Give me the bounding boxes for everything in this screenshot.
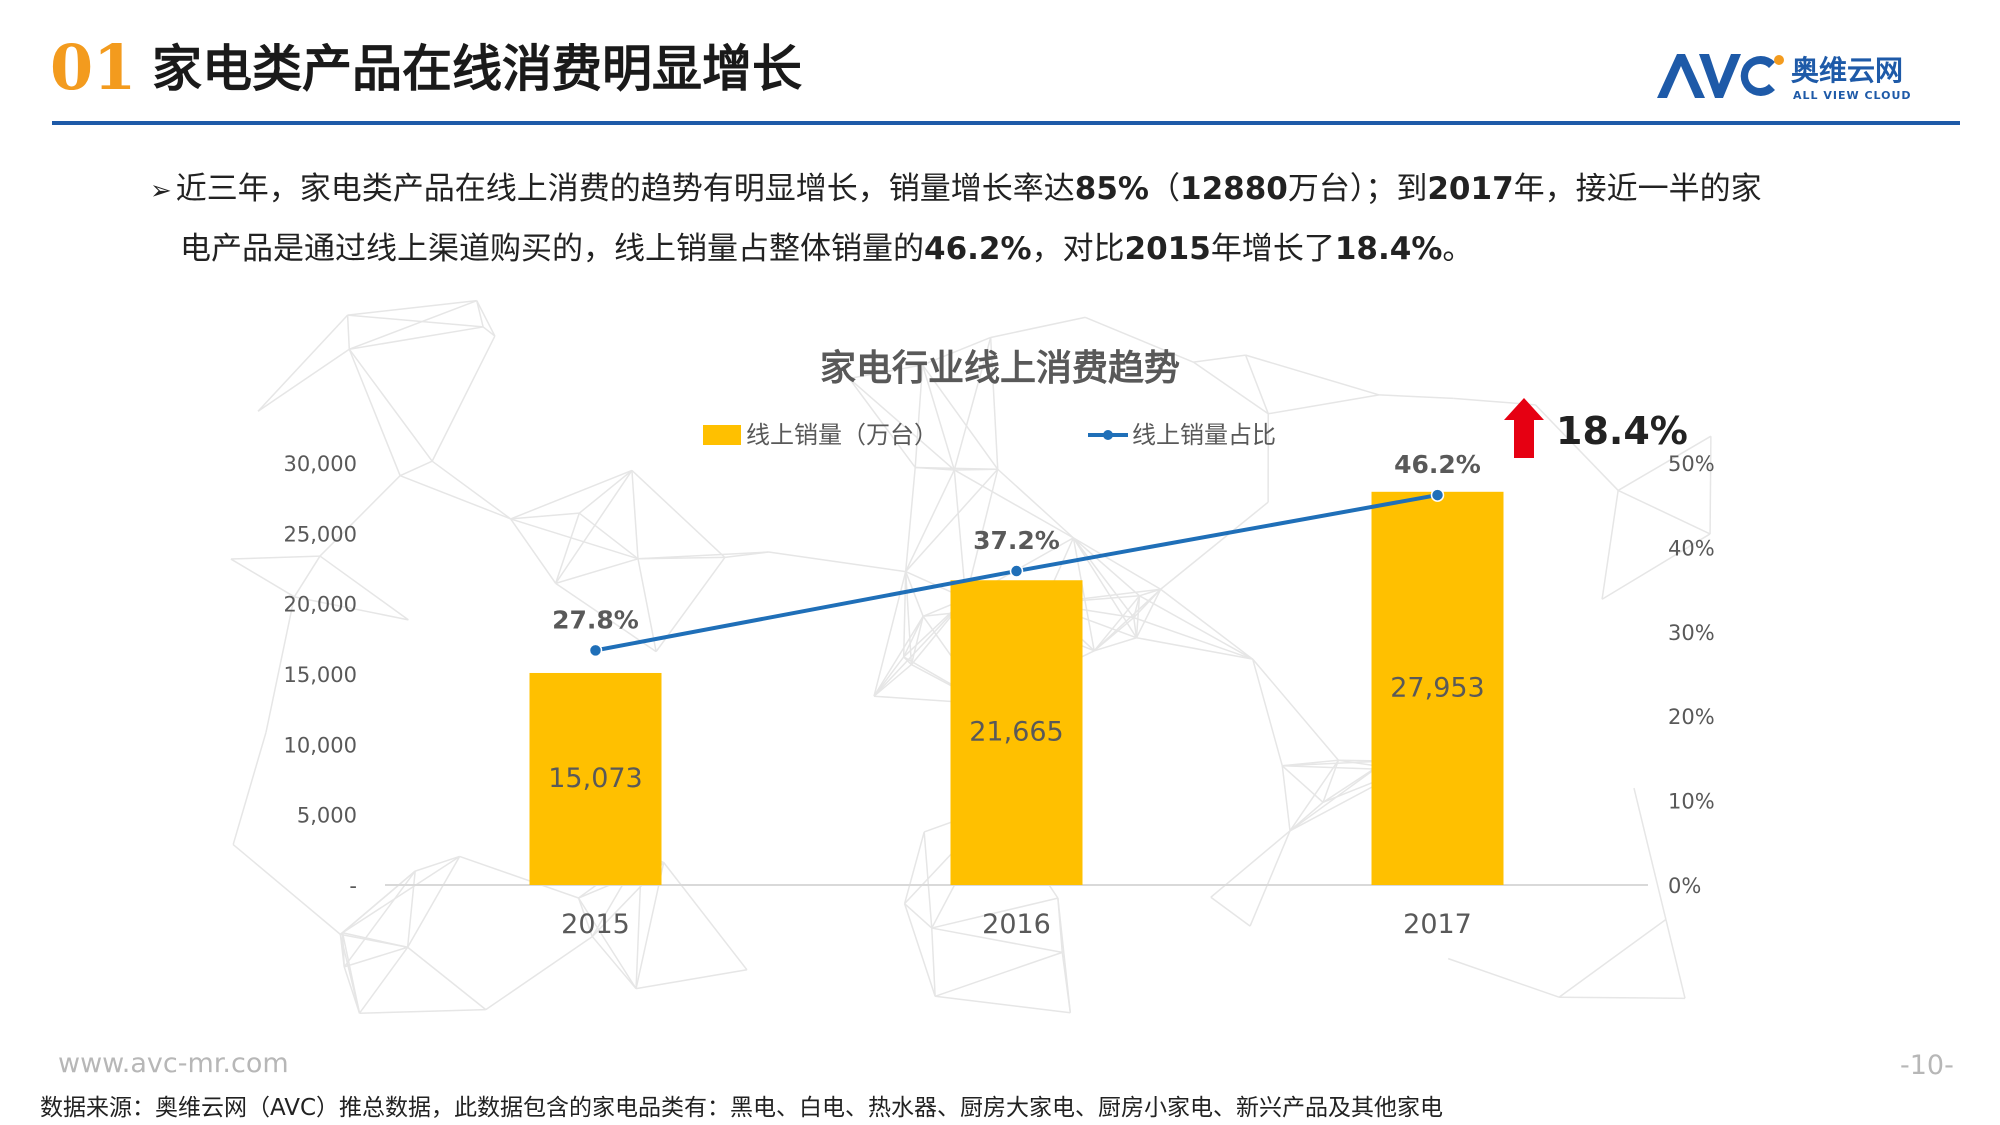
bar <box>529 672 662 885</box>
page-title: 家电类产品在线消费明显增长 <box>152 40 802 98</box>
text-run: 年增长了 <box>1210 231 1335 267</box>
text-run: ，对比 <box>1031 231 1125 267</box>
text-run: 近三年，家电类产品在线上消费的趋势有明显增长，销量增长率达 <box>175 171 1075 207</box>
x-tick-label: 2016 <box>982 909 1051 940</box>
text-bold: 12880 <box>1180 171 1288 207</box>
right-axis: 0% 10% 20% 30% 40% 50% <box>1668 452 1715 898</box>
bar-data-label: 27,953 <box>1390 672 1484 703</box>
bullet-arrow-icon: ➢ <box>150 176 172 206</box>
summary-line-2: 电产品是通过线上渠道购买的，线上销量占整体销量的46.2%，对比2015年增长了… <box>150 220 1870 278</box>
legend-label-line: 线上销量占比 <box>1132 421 1276 449</box>
data-source-note: 数据来源：奥维云网（AVC）推总数据，此数据包含的家电品类有：黑电、白电、热水器… <box>40 1095 1444 1121</box>
bar <box>1371 491 1504 885</box>
left-axis-tick-label: 10,000 <box>284 733 357 757</box>
right-axis-tick-label: 0% <box>1668 874 1701 898</box>
header-divider <box>52 121 1960 125</box>
growth-annotation: 18.4% <box>1504 398 1688 458</box>
legend-label-bar: 线上销量（万台） <box>746 421 938 449</box>
right-axis-tick-label: 40% <box>1668 536 1715 560</box>
summary-line-1: ➢ 近三年，家电类产品在线上消费的趋势有明显增长，销量增长率达85%（12880万… <box>150 160 1870 220</box>
page-number: -10- <box>1900 1050 1954 1081</box>
bar-data-label: 21,665 <box>969 717 1063 748</box>
text-run: 万台）；到 <box>1287 171 1428 207</box>
text-run: 。 <box>1442 231 1474 267</box>
left-axis-tick-label: - <box>349 874 357 898</box>
left-axis: - 5,000 10,000 15,000 20,000 25,000 30,000 <box>284 452 357 898</box>
x-tick-label: 2017 <box>1403 909 1472 940</box>
section-number: 01 <box>50 31 137 104</box>
text-run: 电产品是通过线上渠道购买的，线上销量占整体销量的 <box>180 231 924 267</box>
text-bold: 2017 <box>1427 171 1514 207</box>
text-run: 年，接近一半的家 <box>1513 171 1762 207</box>
logo-mark <box>1657 54 1784 98</box>
bar <box>950 580 1083 885</box>
line-data-label: 27.8% <box>552 605 639 634</box>
x-axis-labels: 2015 2016 2017 <box>561 909 1472 940</box>
chart-title: 家电行业线上消费趋势 <box>820 348 1180 389</box>
left-axis-tick-label: 15,000 <box>284 663 357 687</box>
legend-swatch-bar <box>703 425 741 445</box>
left-axis-tick-label: 30,000 <box>284 452 357 476</box>
x-tick-label: 2015 <box>561 909 630 940</box>
left-axis-tick-label: 25,000 <box>284 522 357 546</box>
bar-data-label: 15,073 <box>548 763 642 794</box>
left-axis-tick-label: 20,000 <box>284 593 357 617</box>
up-arrow-icon <box>1504 398 1544 458</box>
right-axis-tick-label: 10% <box>1668 790 1715 814</box>
bar-series: 15,073 21,665 27,953 <box>529 491 1504 885</box>
avc-logo: 奥维云网 ALL VIEW CLOUD <box>1657 54 1912 102</box>
right-axis-tick-label: 30% <box>1668 621 1715 645</box>
text-bold: 85% <box>1074 171 1149 207</box>
line-data-label: 46.2% <box>1394 450 1481 479</box>
logo-text: 奥维云网 <box>1791 54 1903 87</box>
text-bold: 46.2% <box>924 231 1032 267</box>
line-series: 27.8% 37.2% 46.2% <box>552 450 1481 658</box>
line-point <box>1009 564 1024 578</box>
text-bold: 2015 <box>1124 231 1211 267</box>
footer-url: www.avc-mr.com <box>58 1048 289 1079</box>
summary-text: ➢ 近三年，家电类产品在线上消费的趋势有明显增长，销量增长率达85%（12880万… <box>150 160 1870 278</box>
line-point <box>588 643 603 658</box>
logo-subtext: ALL VIEW CLOUD <box>1793 89 1912 102</box>
left-axis-tick-label: 5,000 <box>297 804 357 828</box>
text-bold: 18.4% <box>1334 231 1443 267</box>
chart-legend: 线上销量（万台） 线上销量占比 <box>703 421 1276 449</box>
text-run: （ <box>1149 171 1180 207</box>
line-point <box>1430 488 1445 502</box>
annotation-text: 18.4% <box>1556 409 1688 453</box>
right-axis-tick-label: 20% <box>1668 705 1715 729</box>
legend-marker <box>1103 430 1113 440</box>
line-data-label: 37.2% <box>973 526 1060 555</box>
right-axis-tick-label: 50% <box>1668 452 1715 476</box>
